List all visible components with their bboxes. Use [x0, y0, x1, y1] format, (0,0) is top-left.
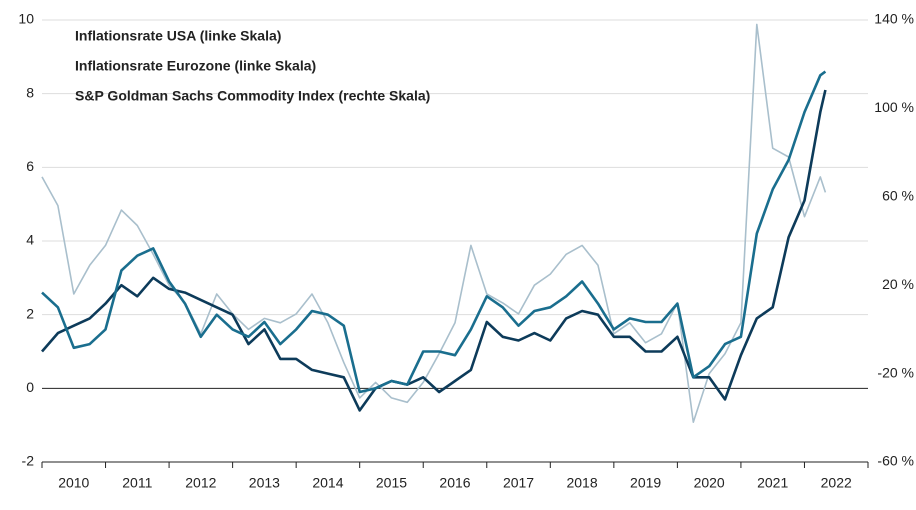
y2-tick-label: 140 % [874, 11, 914, 27]
y2-tick-label: -60 % [877, 453, 914, 469]
x-tick-label: 2013 [249, 475, 280, 491]
y2-tick-label: -20 % [877, 364, 914, 380]
y-tick-label: 10 [18, 11, 34, 27]
x-tick-label: 2012 [185, 475, 216, 491]
y-tick-label: 4 [26, 232, 34, 248]
y-tick-label: 8 [26, 84, 34, 100]
x-tick-label: 2016 [439, 475, 470, 491]
legend-entry: Inflationsrate Eurozone (linke Skala) [75, 58, 316, 74]
x-tick-label: 2017 [503, 475, 534, 491]
y2-tick-label: 100 % [874, 99, 914, 115]
y-tick-label: -2 [22, 453, 35, 469]
series-line [41, 23, 827, 423]
x-tick-label: 2019 [630, 475, 661, 491]
x-tick-label: 2021 [757, 475, 788, 491]
x-tick-label: 2022 [821, 475, 852, 491]
series-line [41, 70, 827, 394]
legend-entry: Inflationsrate USA (linke Skala) [75, 28, 281, 44]
x-tick-label: 2020 [694, 475, 725, 491]
y-tick-label: 0 [26, 379, 34, 395]
x-tick-label: 2011 [122, 475, 152, 491]
y-tick-label: 6 [26, 158, 34, 174]
x-tick-label: 2010 [58, 475, 89, 491]
legend-entry: S&P Goldman Sachs Commodity Index (recht… [75, 88, 430, 104]
x-tick-label: 2015 [376, 475, 407, 491]
y2-tick-label: 20 % [882, 276, 914, 292]
y2-tick-label: 60 % [882, 188, 914, 204]
y-tick-label: 2 [26, 305, 34, 321]
x-tick-label: 2018 [566, 475, 597, 491]
x-tick-label: 2014 [312, 475, 343, 491]
